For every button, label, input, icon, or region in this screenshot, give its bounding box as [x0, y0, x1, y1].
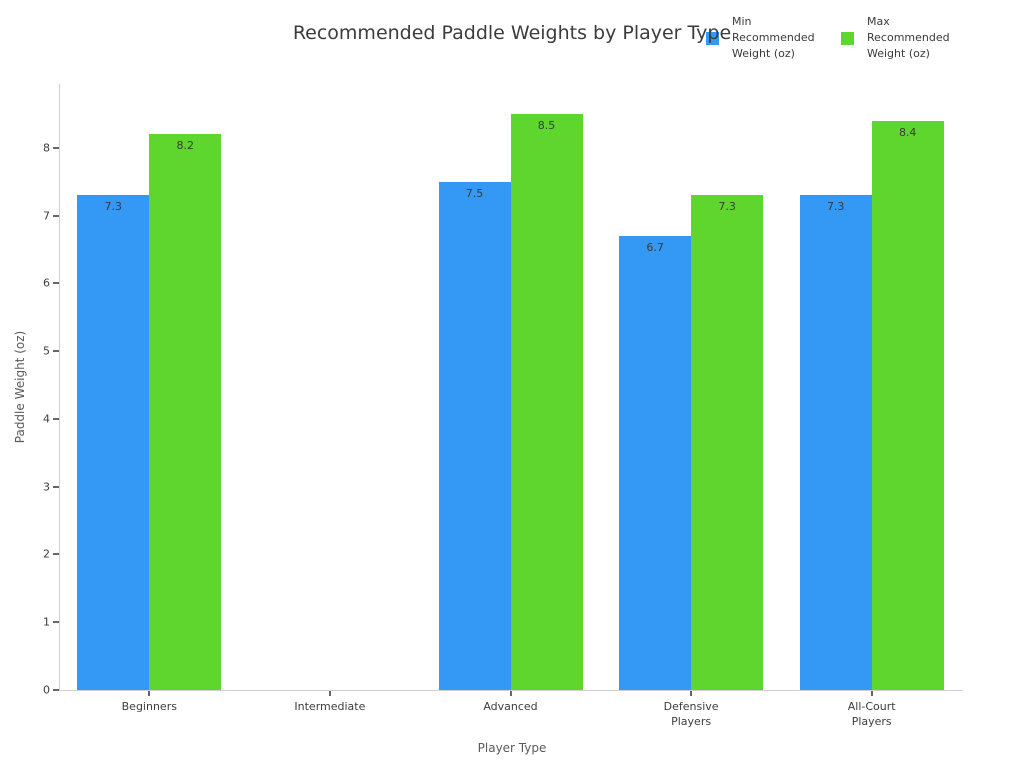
x-tick-label-intermediate: Intermediate	[294, 700, 366, 713]
bar-value-label: 8.2	[176, 139, 195, 153]
x-tick-mark	[509, 691, 512, 696]
y-tick-label: 3	[43, 480, 50, 494]
y-tick-mark	[53, 350, 59, 353]
bar-max-defensive-players: 7.3	[691, 195, 764, 690]
bar-min-beginners: 7.3	[77, 195, 150, 690]
y-tick-mark	[53, 553, 59, 556]
bar-max-all-court-players: 8.4	[871, 120, 944, 690]
y-tick-label: 1	[43, 615, 50, 629]
legend-label-max: Max Recommended Weight (oz)	[867, 15, 950, 60]
y-tick-label: 6	[43, 276, 50, 290]
legend-swatch-min-icon	[706, 31, 719, 45]
x-tick-mark	[148, 691, 151, 696]
y-axis-line	[59, 84, 60, 690]
y-tick-label: 8	[43, 141, 50, 155]
bar-value-label: 6.7	[646, 240, 664, 254]
y-tick-label: 2	[43, 547, 50, 561]
bar-max-advanced: 8.5	[510, 113, 583, 690]
bar-min-defensive-players: 6.7	[619, 235, 692, 690]
legend-entry-min: Min Recommended Weight (oz)	[706, 14, 815, 62]
y-tick-label: 0	[43, 683, 50, 697]
legend-entry-max: Max Recommended Weight (oz)	[841, 14, 950, 62]
x-tick-label-advanced: Advanced	[483, 700, 538, 713]
bar-min-all-court-players: 7.3	[799, 195, 872, 690]
bar-value-label: 7.3	[718, 200, 736, 214]
bar-value-label: 8.5	[537, 118, 556, 132]
x-tick-label-beginners: Beginners	[121, 700, 177, 713]
y-tick-mark	[53, 417, 59, 420]
y-tick-mark	[53, 621, 59, 624]
y-tick-mark	[53, 282, 59, 285]
x-tick-mark	[870, 691, 873, 696]
x-tick-label-all-court-players: All-Court Players	[847, 700, 896, 728]
y-tick-mark	[53, 485, 59, 488]
bar-max-beginners: 8.2	[149, 134, 222, 690]
x-tick-mark	[690, 691, 693, 696]
bar-value-label: 8.4	[898, 125, 917, 139]
y-axis-title: Paddle Weight (oz)	[13, 330, 27, 444]
legend-swatch-max-icon	[841, 31, 854, 45]
x-tick-mark	[328, 691, 331, 696]
bar-value-label: 7.3	[104, 200, 123, 214]
x-axis-line	[59, 690, 963, 691]
bar-value-label: 7.5	[465, 186, 484, 200]
y-tick-mark	[53, 689, 59, 691]
bar-min-advanced: 7.5	[438, 181, 511, 690]
y-tick-label: 5	[43, 344, 50, 358]
legend-label-min: Min Recommended Weight (oz)	[732, 15, 815, 60]
x-axis-title: Player Type	[477, 741, 547, 755]
bar-value-label: 7.3	[826, 200, 845, 214]
y-tick-label: 7	[43, 209, 50, 222]
y-tick-mark	[53, 146, 59, 149]
x-tick-label-defensive-players: Defensive Players	[663, 700, 719, 728]
y-tick-label: 4	[43, 412, 50, 426]
y-tick-mark	[53, 214, 59, 217]
